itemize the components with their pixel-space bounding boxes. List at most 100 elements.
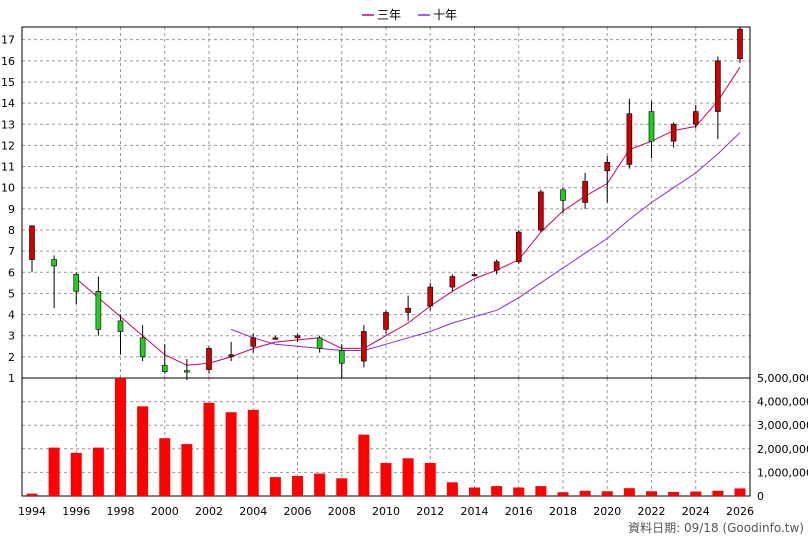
- candle-body-2014: [471, 274, 478, 277]
- volume-bar-2002: [203, 402, 215, 496]
- volume-bar-1994: [26, 493, 38, 496]
- x-tick-label: 1996: [62, 505, 90, 518]
- volume-bar-2014: [469, 487, 480, 496]
- volume-bar-2022: [646, 491, 657, 496]
- candle-body-2020: [604, 162, 611, 172]
- candle-body-2007: [316, 337, 323, 349]
- legend-label-1: 十年: [433, 8, 457, 22]
- price-tick-label: 14: [1, 97, 15, 110]
- volume-bar-2009: [358, 434, 370, 496]
- price-tick-label: 4: [8, 309, 15, 322]
- price-tick-label: 13: [1, 118, 15, 131]
- candle-body-1996: [73, 274, 80, 292]
- x-tick-label: 2002: [195, 505, 223, 518]
- volume-bar-1999: [137, 406, 149, 496]
- candle-body-2019: [582, 181, 588, 203]
- price-tick-label: 6: [8, 266, 15, 279]
- volume-bar-1997: [92, 447, 104, 496]
- price-tick-label: 17: [1, 34, 15, 47]
- volume-bar-2026: [734, 488, 746, 496]
- candle-body-2000: [161, 365, 168, 372]
- candle-body-2003: [228, 354, 234, 357]
- candle-body-2016: [515, 231, 522, 263]
- candle-body-1995: [51, 259, 57, 267]
- price-tick-label: 15: [1, 76, 15, 89]
- price-tick-label: 16: [1, 55, 15, 68]
- volume-bar-2003: [225, 412, 237, 496]
- x-tick-label: 2012: [416, 505, 444, 518]
- volume-bar-2021: [623, 488, 635, 496]
- x-tick-label: 2024: [682, 505, 710, 518]
- candle-body-2024: [692, 111, 699, 125]
- candle-body-1997: [95, 291, 102, 330]
- volume-bar-1998: [115, 378, 126, 496]
- x-axis: 1994 1996 1998 2000 2002 2004 2006 2008 2010 2012…: [18, 505, 754, 518]
- candle-body-2025: [715, 60, 721, 112]
- x-tick-label: 2022: [638, 505, 666, 518]
- price-tick-label: 7: [8, 245, 15, 258]
- candle-body-2001: [184, 370, 190, 373]
- candle-body-2009: [361, 331, 367, 362]
- price-tick-label: 8: [8, 224, 15, 237]
- candle-body-2026: [737, 28, 743, 60]
- candle-body-2023: [670, 123, 677, 142]
- volume-bar-2010: [380, 462, 392, 496]
- x-tick-label: 2010: [372, 505, 400, 518]
- volume-tick-label: 5,000,000: [757, 372, 808, 385]
- volume-bar-2000: [159, 438, 171, 496]
- x-tick-label: 1994: [18, 505, 46, 518]
- volume-tick-label: 1,000,000: [757, 466, 808, 479]
- chart-legend: 三年 十年: [362, 8, 457, 22]
- price-tick-label: 12: [1, 139, 15, 152]
- price-tick-label: 1: [8, 372, 15, 385]
- volume-bar-1996: [70, 452, 82, 496]
- candle-body-2021: [626, 113, 633, 165]
- candle-body-2022: [648, 111, 655, 142]
- volume-bar-2006: [292, 475, 303, 496]
- volume-axis: 0 1,000,000 2,000,000 3,000,000 4,000,000 5,0…: [757, 372, 808, 503]
- candle-body-2004: [250, 337, 257, 347]
- candle-body-2015: [493, 261, 500, 271]
- volume-bar-2007: [314, 473, 326, 496]
- x-tick-label: 2026: [726, 505, 754, 518]
- price-tick-label: 10: [1, 182, 15, 195]
- volume-bar-2001: [181, 444, 193, 496]
- candle-body-2011: [405, 307, 411, 313]
- x-tick-label: 2006: [284, 505, 312, 518]
- volume-bar-2020: [601, 491, 613, 496]
- volume-bar-2016: [513, 487, 525, 496]
- volume-bar-2025: [712, 490, 724, 496]
- volume-bar-2024: [690, 491, 702, 496]
- price-tick-label: 2: [8, 351, 15, 364]
- candle-body-2010: [383, 312, 389, 330]
- candlesticks: [29, 27, 743, 381]
- x-tick-label: 2018: [549, 505, 577, 518]
- ma-line-1: [230, 132, 741, 351]
- candle-body-2002: [206, 348, 212, 370]
- legend-label-0: 三年: [377, 8, 401, 22]
- candle-body-1994: [29, 225, 35, 260]
- volume-bar-2018: [557, 492, 569, 496]
- volume-bar-2011: [402, 458, 414, 496]
- volume-tick-label: 3,000,000: [757, 419, 808, 432]
- volume-bar-1995: [48, 447, 60, 496]
- volume-tick-label: 0: [757, 490, 764, 503]
- candle-body-1998: [117, 320, 124, 332]
- price-tick-label: 3: [8, 330, 15, 343]
- volume-bar-2015: [491, 486, 503, 496]
- x-tick-label: 1998: [107, 505, 135, 518]
- x-tick-label: 2008: [328, 505, 356, 518]
- candle-body-2008: [338, 350, 345, 364]
- x-tick-label: 2020: [593, 505, 621, 518]
- candle-body-2013: [449, 276, 456, 288]
- candle-body-2012: [427, 286, 434, 307]
- volume-bar-2005: [269, 477, 281, 496]
- price-tick-label: 5: [8, 287, 15, 300]
- volume-bar-2008: [336, 478, 348, 496]
- volume-tick-label: 2,000,000: [757, 443, 808, 456]
- volume-bar-2017: [535, 486, 547, 496]
- volume-bar-2013: [446, 482, 458, 496]
- data-date-footer: 資料日期: 09/18 (Goodinfo.tw): [628, 521, 804, 535]
